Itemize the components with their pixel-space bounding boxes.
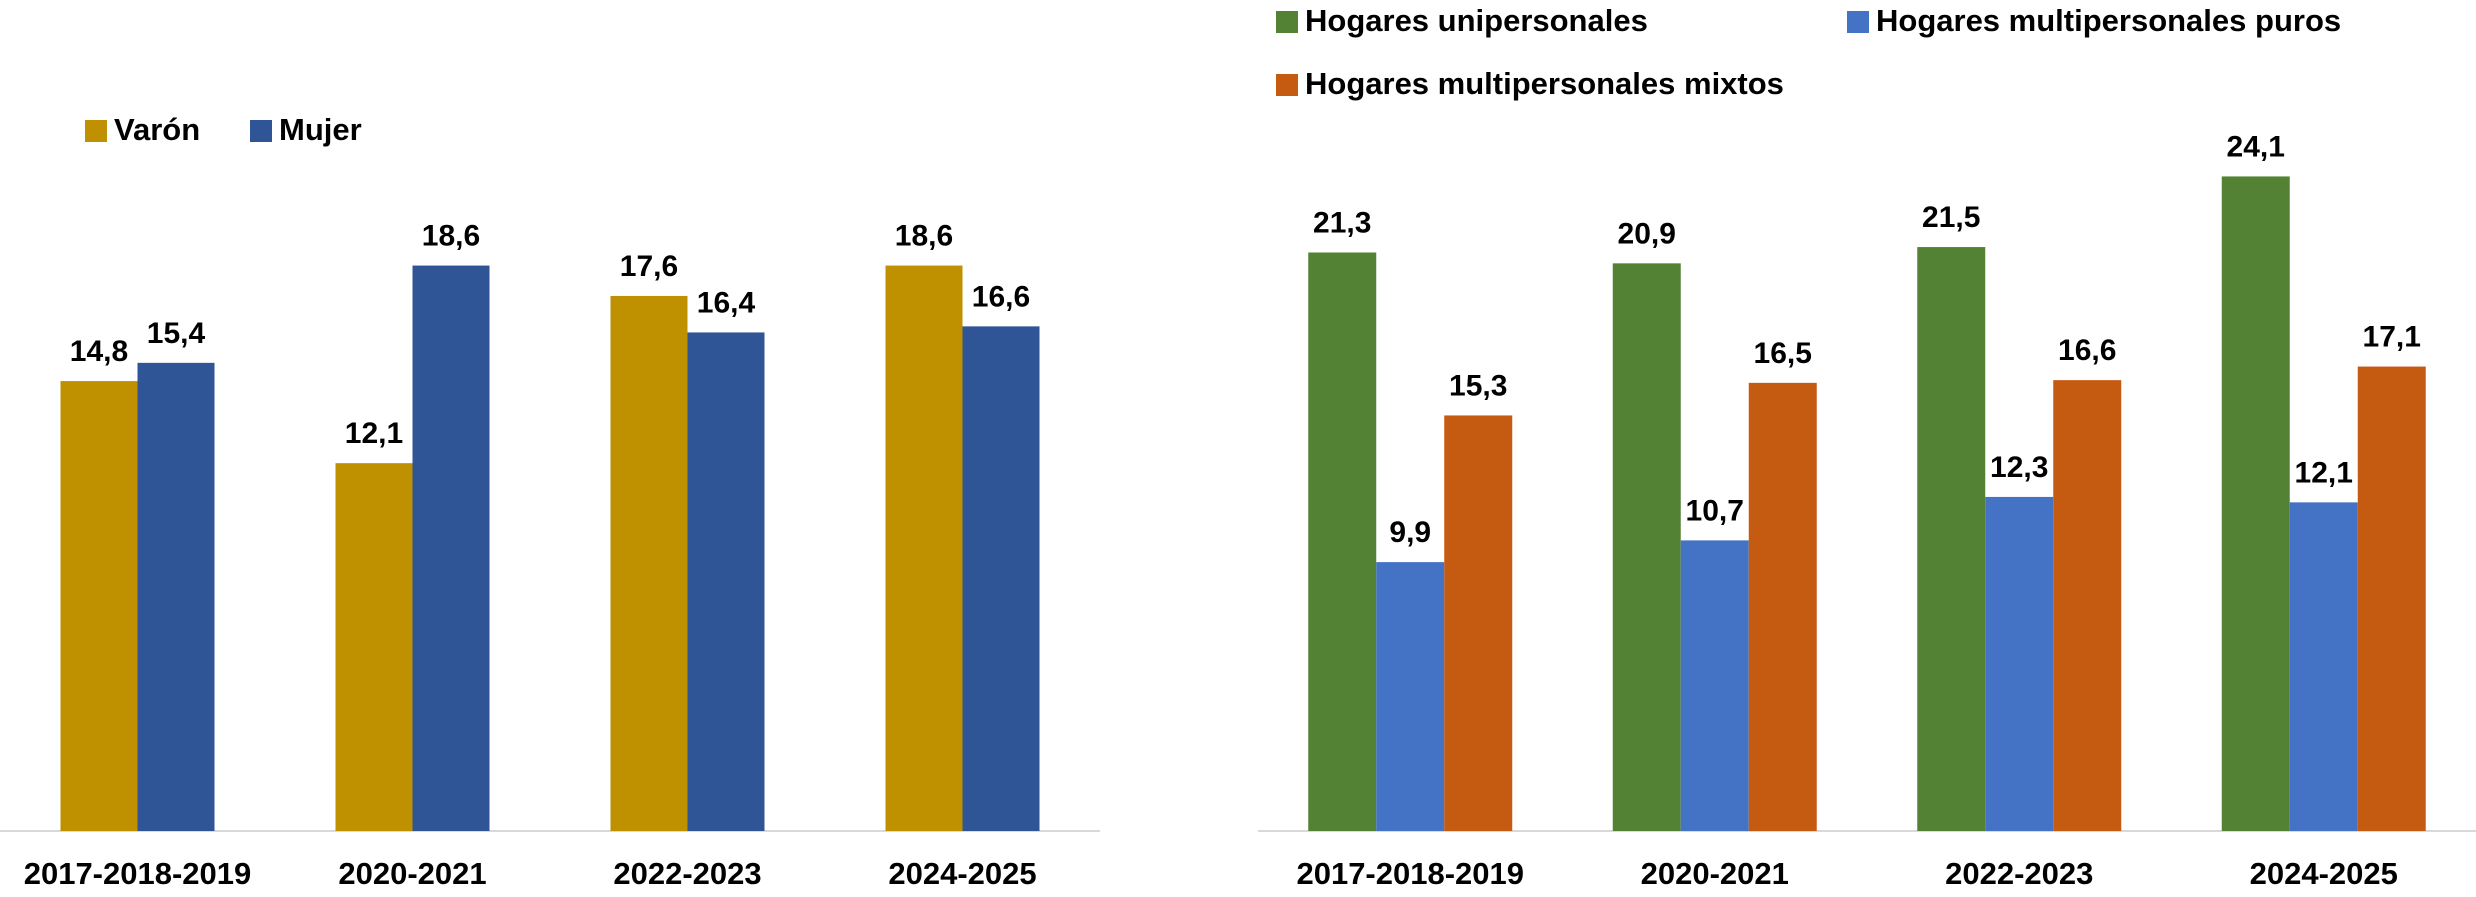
data-label: 15,3 <box>1449 369 1507 402</box>
data-label: 12,3 <box>1990 451 2048 484</box>
x-tick-label: 2020-2021 <box>1641 856 1789 891</box>
data-label: 18,6 <box>422 219 480 252</box>
data-label: 9,9 <box>1389 516 1431 549</box>
data-label: 21,3 <box>1313 206 1371 239</box>
bar <box>137 362 215 831</box>
bar <box>412 265 490 831</box>
bar <box>1444 415 1513 831</box>
data-label: 16,4 <box>697 286 756 319</box>
data-label: 16,6 <box>2058 334 2116 367</box>
x-tick-label: 2017-2018-2019 <box>24 856 252 891</box>
bar <box>335 463 413 831</box>
x-tick-label: 2020-2021 <box>338 856 486 891</box>
x-tick-label: 2024-2025 <box>888 856 1036 891</box>
bar <box>1680 540 1749 831</box>
data-label: 21,5 <box>1922 201 1980 234</box>
data-label: 15,4 <box>147 317 206 350</box>
data-label: 17,1 <box>2363 320 2421 353</box>
bar <box>2053 380 2122 831</box>
legend-swatch <box>1847 11 1869 33</box>
bar <box>2357 366 2426 831</box>
data-label: 10,7 <box>1686 494 1744 527</box>
x-tick-label: 2017-2018-2019 <box>1296 856 1524 891</box>
bar <box>885 265 963 831</box>
bar <box>687 332 765 831</box>
x-tick-label: 2024-2025 <box>2250 856 2398 891</box>
legend-label: Hogares unipersonales <box>1305 3 1648 38</box>
data-label: 12,1 <box>345 417 403 450</box>
bar <box>2221 176 2290 832</box>
bar <box>1917 247 1986 831</box>
bar <box>60 381 138 831</box>
bar <box>962 326 1040 831</box>
x-tick-label: 2022-2023 <box>613 856 761 891</box>
bar <box>1748 382 1817 831</box>
x-tick-label: 2022-2023 <box>1945 856 2093 891</box>
bar <box>1985 496 2054 831</box>
data-label: 17,6 <box>620 250 678 283</box>
legend-label: Hogares multipersonales mixtos <box>1305 66 1784 101</box>
data-label: 12,1 <box>2295 456 2353 489</box>
legend-swatch <box>250 120 272 142</box>
legend-label: Varón <box>114 112 200 147</box>
legend-swatch <box>1276 11 1298 33</box>
bar <box>1376 562 1445 831</box>
bar <box>610 295 688 832</box>
data-label: 20,9 <box>1618 217 1676 250</box>
data-label: 18,6 <box>895 219 953 252</box>
data-label: 14,8 <box>70 335 128 368</box>
data-label: 24,1 <box>2227 130 2285 163</box>
bar <box>1612 263 1681 832</box>
bar <box>2289 502 2358 831</box>
bar <box>1308 252 1377 831</box>
legend-swatch <box>1276 74 1298 96</box>
data-label: 16,5 <box>1754 337 1812 370</box>
legend-swatch <box>85 120 107 142</box>
legend-label: Hogares multipersonales puros <box>1876 3 2341 38</box>
data-label: 16,6 <box>972 280 1030 313</box>
legend-label: Mujer <box>279 112 362 147</box>
